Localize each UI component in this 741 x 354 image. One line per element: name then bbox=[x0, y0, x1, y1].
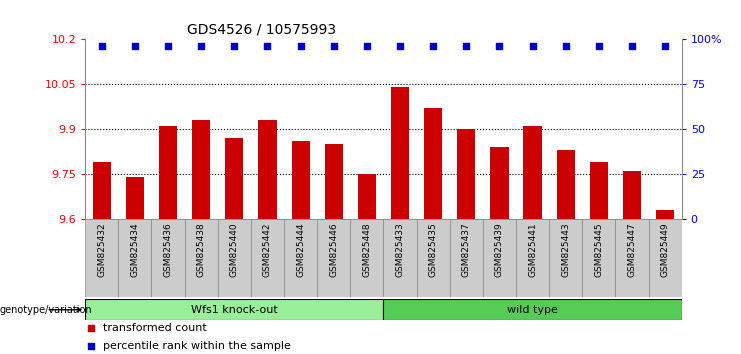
Point bbox=[196, 44, 207, 49]
Text: Wfs1 knock-out: Wfs1 knock-out bbox=[191, 305, 278, 315]
Bar bbox=[483, 219, 516, 297]
Text: transformed count: transformed count bbox=[103, 323, 207, 333]
Point bbox=[460, 44, 472, 49]
Point bbox=[85, 343, 97, 348]
Bar bbox=[358, 174, 376, 219]
Text: GSM825432: GSM825432 bbox=[97, 223, 106, 277]
Bar bbox=[450, 219, 483, 297]
Text: GSM825439: GSM825439 bbox=[495, 223, 504, 277]
Text: GDS4526 / 10575993: GDS4526 / 10575993 bbox=[187, 22, 336, 36]
Text: GSM825441: GSM825441 bbox=[528, 223, 537, 277]
Bar bbox=[218, 219, 251, 297]
Bar bbox=[119, 219, 151, 297]
Text: GSM825448: GSM825448 bbox=[362, 223, 371, 277]
Point bbox=[129, 44, 141, 49]
Text: GSM825440: GSM825440 bbox=[230, 223, 239, 277]
Bar bbox=[648, 219, 682, 297]
Text: GSM825449: GSM825449 bbox=[661, 223, 670, 277]
Bar bbox=[251, 219, 284, 297]
Point bbox=[228, 44, 240, 49]
Text: wild type: wild type bbox=[507, 305, 558, 315]
Bar bbox=[384, 219, 416, 297]
Text: GSM825433: GSM825433 bbox=[396, 223, 405, 277]
Point bbox=[659, 44, 671, 49]
Bar bbox=[192, 120, 210, 219]
Text: genotype/variation: genotype/variation bbox=[0, 305, 93, 315]
Bar bbox=[549, 219, 582, 297]
Text: GSM825435: GSM825435 bbox=[429, 223, 438, 277]
Bar bbox=[590, 162, 608, 219]
Point bbox=[85, 325, 97, 331]
Bar bbox=[93, 162, 111, 219]
Text: GSM825446: GSM825446 bbox=[329, 223, 338, 277]
Bar bbox=[556, 150, 575, 219]
Bar bbox=[350, 219, 384, 297]
Bar bbox=[623, 171, 641, 219]
Point bbox=[262, 44, 273, 49]
Text: GSM825438: GSM825438 bbox=[196, 223, 206, 277]
Point bbox=[394, 44, 406, 49]
Bar bbox=[616, 219, 648, 297]
Bar bbox=[185, 219, 218, 297]
Bar bbox=[416, 219, 450, 297]
Point bbox=[295, 44, 307, 49]
Bar bbox=[151, 219, 185, 297]
Bar bbox=[656, 210, 674, 219]
Bar bbox=[225, 138, 244, 219]
Bar bbox=[159, 126, 177, 219]
Text: GSM825447: GSM825447 bbox=[628, 223, 637, 277]
Bar bbox=[424, 108, 442, 219]
Bar bbox=[391, 87, 409, 219]
Text: GSM825436: GSM825436 bbox=[164, 223, 173, 277]
Text: GSM825437: GSM825437 bbox=[462, 223, 471, 277]
Bar bbox=[284, 219, 317, 297]
Point bbox=[559, 44, 571, 49]
Point bbox=[361, 44, 373, 49]
Text: percentile rank within the sample: percentile rank within the sample bbox=[103, 341, 291, 351]
Text: GSM825444: GSM825444 bbox=[296, 223, 305, 277]
Point bbox=[428, 44, 439, 49]
Text: GSM825443: GSM825443 bbox=[561, 223, 571, 277]
Bar bbox=[291, 141, 310, 219]
Bar bbox=[126, 177, 144, 219]
Bar bbox=[457, 129, 476, 219]
Bar bbox=[325, 144, 343, 219]
Point bbox=[96, 44, 107, 49]
Point bbox=[626, 44, 638, 49]
Bar bbox=[85, 219, 119, 297]
Bar bbox=[516, 219, 549, 297]
Point bbox=[527, 44, 539, 49]
Point bbox=[162, 44, 174, 49]
Bar bbox=[384, 299, 682, 320]
Bar bbox=[491, 147, 508, 219]
Text: GSM825434: GSM825434 bbox=[130, 223, 139, 277]
Bar bbox=[582, 219, 616, 297]
Bar bbox=[317, 219, 350, 297]
Bar bbox=[259, 120, 276, 219]
Bar bbox=[523, 126, 542, 219]
Text: GSM825445: GSM825445 bbox=[594, 223, 603, 277]
Text: GSM825442: GSM825442 bbox=[263, 223, 272, 277]
Point bbox=[328, 44, 339, 49]
Bar bbox=[85, 299, 384, 320]
Point bbox=[593, 44, 605, 49]
Point bbox=[494, 44, 505, 49]
